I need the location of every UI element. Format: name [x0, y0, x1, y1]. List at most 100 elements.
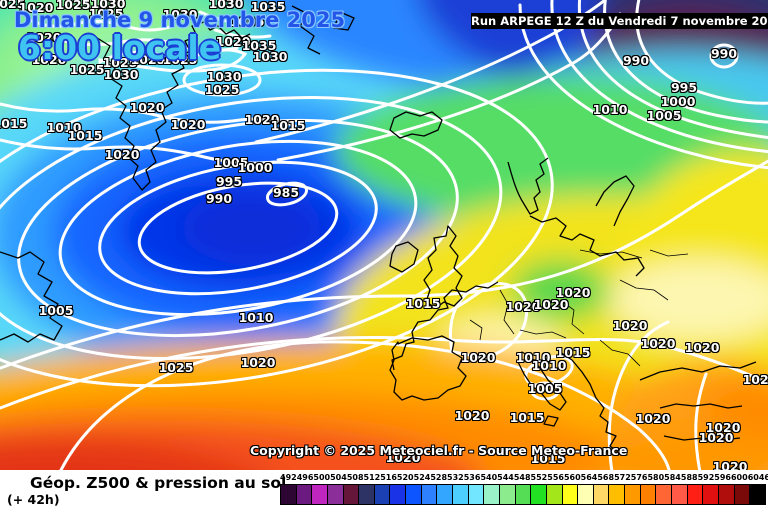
- scale-swatch: [687, 485, 704, 504]
- scale-value: 600: [730, 473, 748, 482]
- color-scale: 492 496 500 504 508 512 516 520 524 528 532 536 540 5…: [280, 473, 768, 505]
- pressure-label: 1020: [533, 296, 569, 312]
- pressure-label: 1020: [742, 371, 768, 387]
- scale-swatch: [703, 485, 719, 504]
- scale-value: 552: [530, 473, 548, 482]
- scale-value: 560: [563, 473, 581, 482]
- geopotential-pressure-field: [0, 0, 768, 470]
- forecast-hour: (+ 42h): [7, 492, 60, 507]
- scale-swatch: [437, 485, 454, 504]
- scale-value: 540: [480, 473, 498, 482]
- scale-swatch: [421, 485, 438, 504]
- pressure-label: 1030: [206, 68, 242, 84]
- pressure-label: 990: [710, 45, 738, 61]
- scale-swatch: [374, 485, 391, 504]
- pressure-label: 1020: [240, 354, 276, 370]
- pressure-label: 1020: [705, 419, 741, 435]
- color-scale-values: 492 496 500 504 508 512 516 520 524 528 532 536 540 5…: [280, 473, 768, 483]
- scale-swatch: [625, 485, 641, 504]
- pressure-label: 1005: [527, 380, 563, 396]
- scale-value: 492: [280, 473, 297, 482]
- scale-value: 528: [430, 473, 448, 482]
- pressure-label: 1015: [270, 117, 306, 133]
- scale-swatch: [468, 485, 485, 504]
- scale-value: 568: [597, 473, 615, 482]
- scale-value: 524: [413, 473, 431, 482]
- pressure-label: 1000: [237, 159, 273, 175]
- scale-swatch: [390, 485, 407, 504]
- scale-value: 504: [330, 473, 347, 482]
- pressure-label: 1020: [26, 29, 62, 45]
- valid-date-text: Dimanche 9 novembre 2025: [14, 8, 346, 32]
- pressure-label: 1030: [252, 48, 288, 64]
- pressure-label: 1020: [684, 339, 720, 355]
- pressure-label: 1010: [46, 119, 82, 135]
- pressure-label: 1015: [405, 295, 441, 311]
- scale-value: 508: [346, 473, 364, 482]
- weather-map: 1025102010251030102510301030103510351020…: [0, 0, 768, 470]
- pressure-label: 1020: [460, 349, 496, 365]
- scale-swatch: [578, 485, 594, 504]
- pressure-label: 1020: [454, 407, 490, 423]
- scale-swatch: [296, 485, 313, 504]
- pressure-label: 990: [622, 52, 650, 68]
- pressure-label: 1030: [162, 6, 198, 22]
- scale-swatch: [327, 485, 344, 504]
- pressure-label: 1020: [129, 99, 165, 115]
- pressure-label: 1025: [0, 0, 26, 11]
- scale-swatch: [656, 485, 673, 504]
- scale-value: 516: [380, 473, 397, 482]
- pressure-label: 1020: [170, 116, 206, 132]
- scale-value: 608: [764, 473, 768, 482]
- pressure-label: 1030: [90, 0, 126, 11]
- scale-value: 536: [463, 473, 481, 482]
- pressure-label: 1015: [67, 127, 103, 143]
- scale-value: 500: [313, 473, 331, 482]
- pressure-label: 1025: [204, 81, 240, 97]
- scale-value: 592: [697, 473, 715, 482]
- scale-value: 604: [747, 473, 765, 482]
- pressure-label: 1030: [103, 66, 139, 82]
- scale-swatch: [593, 485, 610, 504]
- pressure-label: 1035: [250, 0, 286, 14]
- scale-swatch: [609, 485, 626, 504]
- scale-value: 520: [396, 473, 414, 482]
- pressure-label: 1020: [244, 111, 280, 127]
- legend-bar: Géop. Z500 & pression au sol (+ 42h) 492…: [0, 470, 768, 512]
- pressure-label: 1035: [229, 13, 265, 29]
- pressure-label: 1005: [213, 154, 249, 170]
- scale-swatch: [750, 485, 765, 504]
- scale-swatch: [499, 485, 516, 504]
- pressure-label: 1020: [640, 335, 676, 351]
- scale-swatch: [281, 485, 297, 504]
- pressure-label: 1005: [646, 107, 682, 123]
- chart-title: Géop. Z500 & pression au sol: [30, 474, 287, 492]
- isobar-lines: [0, 0, 768, 470]
- pressure-label: 1025: [102, 54, 138, 70]
- scale-value: 584: [664, 473, 681, 482]
- pressure-label: 1025: [88, 5, 124, 21]
- scale-value: 532: [447, 473, 464, 482]
- pressure-label: 1020: [18, 0, 54, 15]
- pressure-label: 1020: [215, 33, 251, 49]
- coastlines: [0, 5, 757, 453]
- pressure-label: 1020: [31, 51, 67, 67]
- pressure-label: 1025: [69, 61, 105, 77]
- scale-value: 544: [497, 473, 514, 482]
- pressure-label: 1030: [208, 0, 244, 11]
- scale-swatch: [484, 485, 500, 504]
- country-borders: [469, 249, 689, 367]
- pressure-label: 1020: [385, 449, 421, 465]
- pressure-label: 1035: [241, 37, 277, 53]
- scale-swatch: [406, 485, 422, 504]
- scale-swatch: [546, 485, 563, 504]
- scale-swatch: [531, 485, 547, 504]
- scale-value: 556: [547, 473, 564, 482]
- valid-time-text: 6:00 locale: [18, 28, 222, 67]
- scale-swatch: [734, 485, 751, 504]
- scale-value: 596: [714, 473, 731, 482]
- scale-value: 512: [363, 473, 381, 482]
- scale-swatch: [718, 485, 735, 504]
- scale-swatch: [562, 485, 579, 504]
